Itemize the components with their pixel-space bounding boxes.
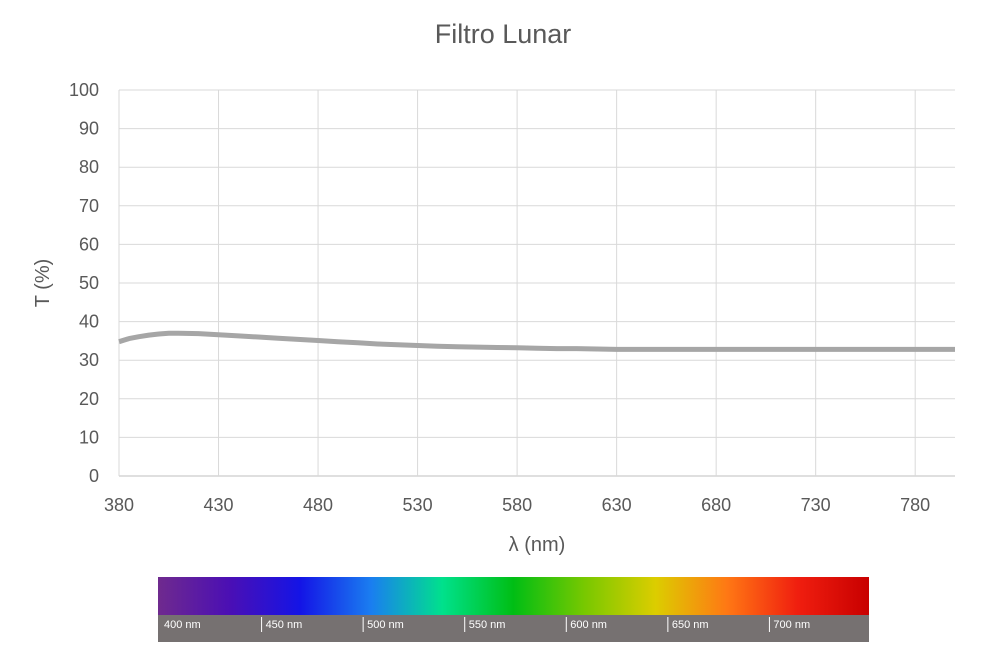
spectrum-color-band (158, 577, 869, 615)
y-tick-label: 90 (79, 119, 99, 139)
x-axis-tick-labels: 380 430 480 530 580 630 680 730 780 (104, 495, 930, 515)
chart-title: Filtro Lunar (435, 19, 572, 49)
series-layer (118, 330, 955, 352)
x-tick-label: 680 (701, 495, 731, 515)
y-tick-label: 20 (79, 389, 99, 409)
spectrum-label: 450 nm (266, 619, 303, 631)
y-tick-label: 80 (79, 157, 99, 177)
spectrum-label: 650 nm (672, 619, 709, 631)
spectrum-label-band (158, 615, 869, 642)
x-tick-label: 780 (900, 495, 930, 515)
y-tick-label: 10 (79, 427, 99, 447)
x-tick-label: 580 (502, 495, 532, 515)
y-tick-label: 30 (79, 350, 99, 370)
y-tick-label: 70 (79, 196, 99, 216)
x-tick-label: 380 (104, 495, 134, 515)
x-tick-label: 730 (801, 495, 831, 515)
y-axis-tick-labels: 0 10 20 30 40 50 60 70 80 90 100 (69, 80, 99, 486)
spectrum-label: 500 nm (367, 619, 404, 631)
spectrum-label: 550 nm (469, 619, 506, 631)
y-tick-label: 40 (79, 312, 99, 332)
spectrum-label: 400 nm (164, 619, 201, 631)
y-tick-label: 60 (79, 234, 99, 254)
y-tick-label: 0 (89, 466, 99, 486)
y-axis-title: T (%) (32, 259, 54, 308)
series-line (118, 330, 955, 352)
spectrum-labels: 400 nm 450 nm 500 nm 550 nm 600 nm 650 nm 700 … (164, 617, 810, 632)
spectrum-strip: 400 nm 450 nm 500 nm 550 nm 600 nm 650 nm 700 … (158, 577, 869, 642)
x-tick-label: 430 (204, 495, 234, 515)
y-tick-label: 100 (69, 80, 99, 100)
x-axis-title: λ (nm) (509, 534, 566, 556)
x-tick-label: 530 (403, 495, 433, 515)
spectrum-label: 700 nm (773, 619, 810, 631)
spectrum-label: 600 nm (570, 619, 607, 631)
x-tick-label: 630 (602, 495, 632, 515)
y-tick-label: 50 (79, 273, 99, 293)
x-tick-label: 480 (303, 495, 333, 515)
grid-lines (118, 89, 955, 477)
